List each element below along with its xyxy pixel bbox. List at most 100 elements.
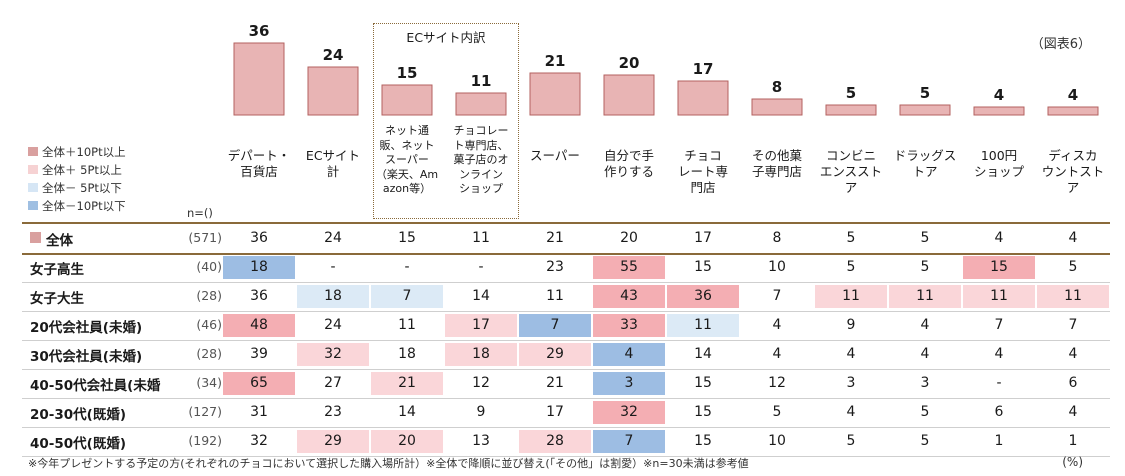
row-label: 女子大生 xyxy=(30,291,84,307)
footnote: ※今年プレゼントする予定の方(それぞれのチョコにおいて選択した購入場所計）※全体… xyxy=(28,457,749,470)
table-cell: - xyxy=(478,259,484,275)
legend-item-minus5: 全体－ 5Pt以下 xyxy=(28,180,122,196)
table-cell: 65 xyxy=(223,372,295,395)
table-cell: 4 xyxy=(1068,230,1078,246)
column-header-line: エンススト xyxy=(819,164,883,179)
column-header-line: 販、ネット xyxy=(379,138,435,152)
table-cell: - xyxy=(404,259,410,275)
column-header-line: ショップ xyxy=(973,164,1024,179)
table-cell: 5 xyxy=(1068,259,1078,275)
figure-label: （図表6） xyxy=(1030,37,1091,52)
table-cell: 29 xyxy=(519,343,591,366)
bar xyxy=(825,104,877,116)
column-header-line: ディスカ xyxy=(1048,148,1098,163)
table-divider xyxy=(22,456,1110,457)
table-cell: 15 xyxy=(694,433,712,449)
legend-swatch xyxy=(28,165,38,174)
column-header-line: ドラッグス xyxy=(893,148,957,163)
table-cell: 17 xyxy=(445,314,517,337)
table-cell: 4 xyxy=(1068,404,1078,420)
table-cell: 23 xyxy=(546,259,564,275)
table-cell: 13 xyxy=(472,433,490,449)
column-header-line: 計 xyxy=(326,164,340,179)
total-row-marker xyxy=(30,232,41,243)
table-cell: 48 xyxy=(223,314,295,337)
table-cell: 11 xyxy=(472,230,490,246)
row-label: 20代会社員(未婚) xyxy=(30,320,143,336)
bar xyxy=(381,84,433,116)
table-cell: 4 xyxy=(994,346,1004,362)
bar-value-label: 15 xyxy=(397,64,418,82)
table-cell: 5 xyxy=(920,230,930,246)
table-cell: 15 xyxy=(694,404,712,420)
column-header-line: デパート・ xyxy=(227,148,291,163)
table-cell: 4 xyxy=(772,346,782,362)
column-header: ディスカ ウントストア xyxy=(1036,148,1110,196)
table-cell: 15 xyxy=(398,230,416,246)
bar-value-label: 5 xyxy=(920,84,930,102)
table-cell: 9 xyxy=(476,404,486,420)
column-header-line: 百貨店 xyxy=(240,164,278,179)
table-cell: 3 xyxy=(593,372,665,395)
table-cell: 23 xyxy=(324,404,342,420)
table-cell: 36 xyxy=(250,230,268,246)
column-header-line: ア xyxy=(844,180,858,195)
bar xyxy=(603,74,655,116)
bar-value-label: 36 xyxy=(249,22,270,40)
table-cell: 29 xyxy=(297,430,369,453)
table-cell: 36 xyxy=(667,285,739,308)
row-label: 30代会社員(未婚) xyxy=(30,349,143,365)
row-n: (28) xyxy=(196,346,222,361)
table-cell: 21 xyxy=(546,230,564,246)
table-cell: 4 xyxy=(772,317,782,333)
column-header-line: ア xyxy=(1066,180,1080,195)
column-header-line: スーパー xyxy=(530,148,580,163)
table-cell: 6 xyxy=(994,404,1004,420)
row-n: (28) xyxy=(196,288,222,303)
table-cell: 8 xyxy=(772,230,782,246)
column-header-line: チョコ xyxy=(684,148,722,163)
bar-value-label: 24 xyxy=(323,46,344,64)
column-header-line: コンビニ xyxy=(825,148,876,163)
legend-swatch xyxy=(28,183,38,192)
row-n: (40) xyxy=(196,259,222,274)
table-cell: 3 xyxy=(846,375,856,391)
table-cell: 1 xyxy=(1068,433,1078,449)
table-cell: 15 xyxy=(694,375,712,391)
table-divider xyxy=(22,369,1110,370)
legend-item-plus10: 全体＋10Pt以上 xyxy=(28,144,126,160)
table-cell: 5 xyxy=(920,433,930,449)
column-header-line: ネット通 xyxy=(385,124,429,137)
table-cell: 17 xyxy=(694,230,712,246)
bar-value-label: 4 xyxy=(994,86,1004,104)
bar xyxy=(899,104,951,116)
table-cell: 55 xyxy=(593,256,665,279)
table-cell: 33 xyxy=(593,314,665,337)
column-header: スーパー xyxy=(518,148,592,164)
table-cell: 7 xyxy=(994,317,1004,333)
bar xyxy=(307,66,359,116)
table-cell: 32 xyxy=(250,433,268,449)
column-header: デパート・ 百貨店 xyxy=(222,148,296,180)
bar-value-label: 5 xyxy=(846,84,856,102)
bar xyxy=(973,106,1025,116)
ec-group-box xyxy=(373,23,519,219)
table-cell: 11 xyxy=(546,288,564,304)
table-cell: 12 xyxy=(768,375,786,391)
table-cell: 4 xyxy=(846,346,856,362)
table-cell: 11 xyxy=(963,285,1035,308)
table-cell: 11 xyxy=(398,317,416,333)
column-header: コンビニ エンスストア xyxy=(814,148,888,196)
column-header-line: トア xyxy=(912,164,938,179)
table-cell: 5 xyxy=(846,230,856,246)
table-cell: 27 xyxy=(324,375,342,391)
table-cell: 14 xyxy=(694,346,712,362)
column-header: ECサイト計 xyxy=(296,148,370,180)
row-label: 全体 xyxy=(46,233,73,249)
row-label: 40-50代会社員(未婚 xyxy=(30,378,161,394)
bar xyxy=(455,92,507,116)
table-cell: 18 xyxy=(297,285,369,308)
row-n: (192) xyxy=(188,433,222,448)
table-divider xyxy=(22,427,1110,428)
table-cell: 10 xyxy=(768,259,786,275)
